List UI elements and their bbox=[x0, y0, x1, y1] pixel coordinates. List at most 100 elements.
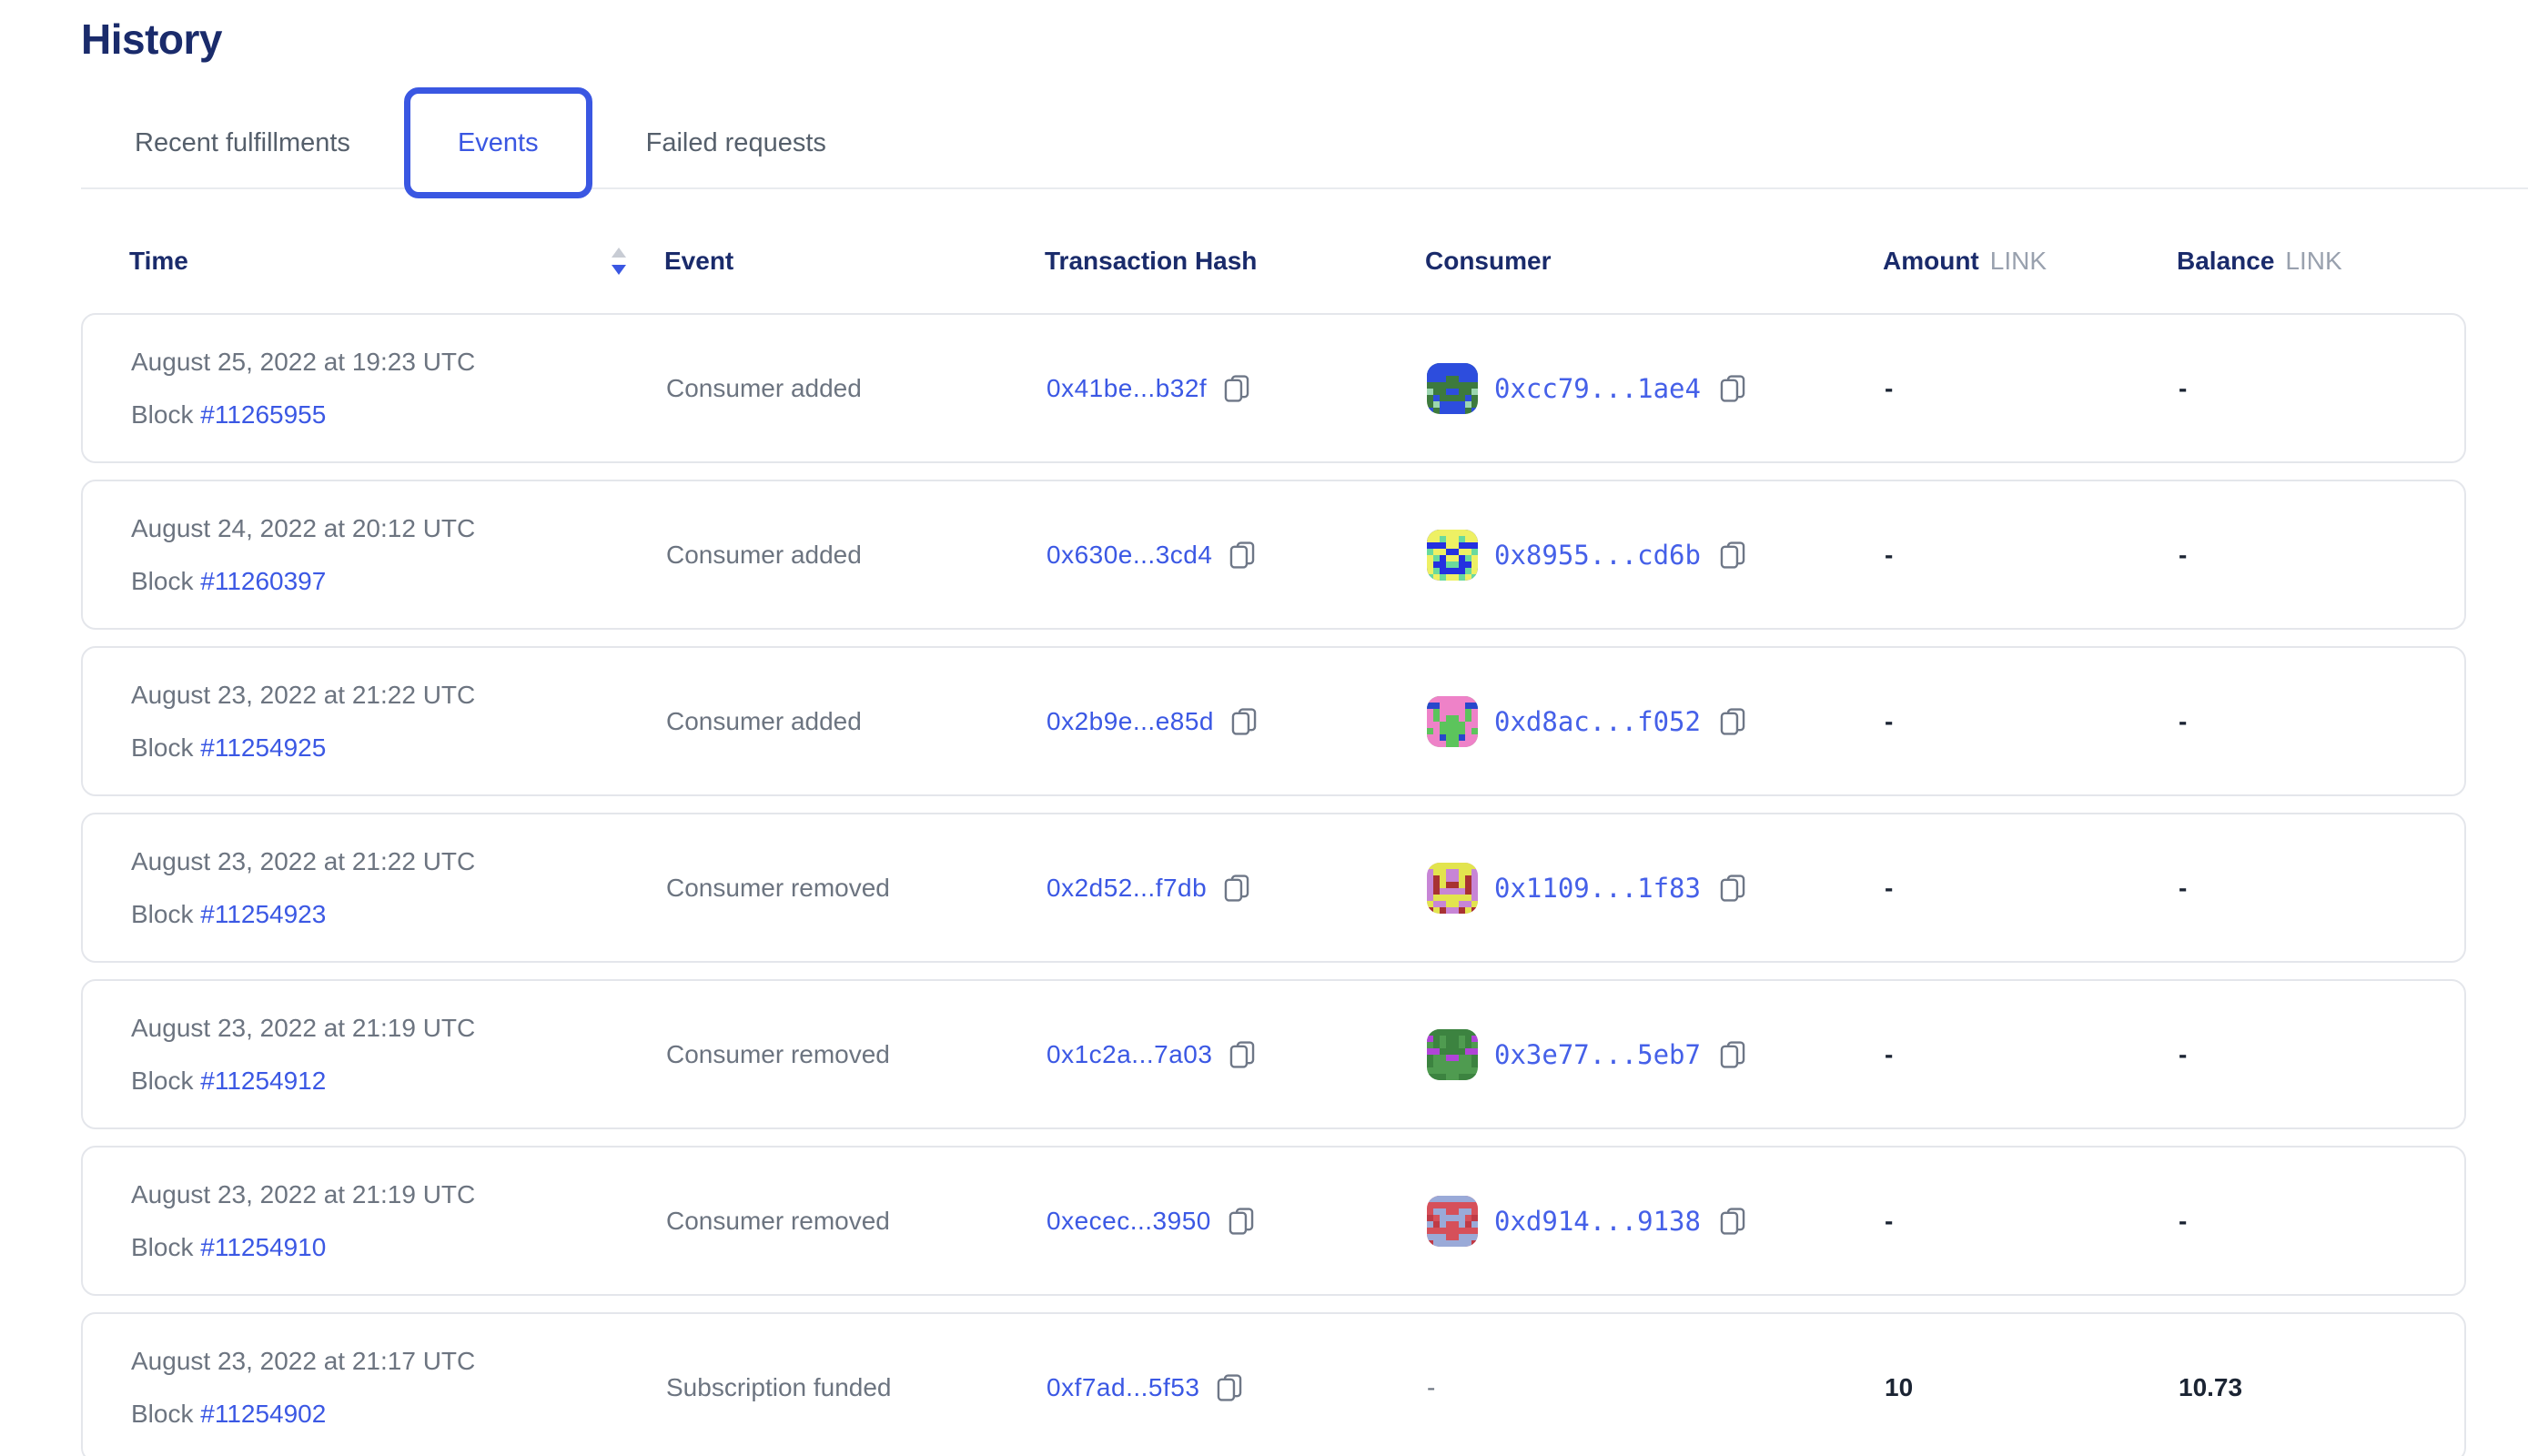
block-line: Block #11254910 bbox=[131, 1233, 666, 1262]
transaction-hash-cell: 0x41be...b32f bbox=[1047, 373, 1427, 404]
consumer-cell: - bbox=[1427, 1373, 1885, 1402]
copy-tx-hash-button[interactable] bbox=[1221, 873, 1252, 904]
time-cell: August 25, 2022 at 19:23 UTC Block #1126… bbox=[131, 348, 666, 430]
transaction-hash-cell: 0xf7ad...5f53 bbox=[1047, 1372, 1427, 1403]
event-date: August 23, 2022 at 21:19 UTC bbox=[131, 1013, 476, 1042]
consumer-identicon bbox=[1427, 695, 1478, 747]
block-number-link[interactable]: #11254912 bbox=[200, 1066, 327, 1095]
block-number-link[interactable]: #11265955 bbox=[200, 399, 327, 429]
event-date: August 23, 2022 at 21:17 UTC bbox=[131, 1346, 476, 1375]
transaction-hash-link[interactable]: 0xf7ad...5f53 bbox=[1047, 1372, 1200, 1401]
event-date: August 25, 2022 at 19:23 UTC bbox=[131, 347, 476, 376]
copy-icon bbox=[1720, 374, 1745, 402]
consumer-header-label: Consumer bbox=[1425, 247, 1552, 275]
column-header-consumer[interactable]: Consumer bbox=[1425, 247, 1883, 276]
copy-tx-hash-button[interactable] bbox=[1226, 1206, 1257, 1237]
column-header-balance[interactable]: Balance LINK bbox=[2177, 247, 2466, 276]
event-type-cell: Consumer added bbox=[666, 706, 862, 735]
copy-icon bbox=[1224, 874, 1249, 902]
copy-tx-hash-button[interactable] bbox=[1227, 540, 1258, 571]
transaction-hash-cell: 0x1c2a...7a03 bbox=[1047, 1039, 1427, 1070]
copy-consumer-address-button[interactable] bbox=[1717, 873, 1748, 904]
copy-tx-hash-button[interactable] bbox=[1227, 1039, 1258, 1070]
consumer-address-link[interactable]: 0x8955...cd6b bbox=[1494, 539, 1701, 571]
transaction-hash-link[interactable]: 0x1c2a...7a03 bbox=[1047, 1039, 1213, 1068]
copy-consumer-address-button[interactable] bbox=[1717, 540, 1748, 571]
transaction-hash-link[interactable]: 0x2d52...f7db bbox=[1047, 873, 1208, 902]
block-line: Block #11254923 bbox=[131, 900, 666, 929]
consumer-cell: 0x3e77...5eb7 bbox=[1427, 1028, 1885, 1080]
copy-consumer-address-button[interactable] bbox=[1717, 706, 1748, 737]
amount-cell: - bbox=[1885, 1206, 1894, 1235]
copy-consumer-address-button[interactable] bbox=[1717, 1039, 1748, 1070]
copy-icon bbox=[1230, 541, 1255, 569]
consumer-cell: 0xcc79...1ae4 bbox=[1427, 362, 1885, 414]
block-line: Block #11254912 bbox=[131, 1067, 666, 1096]
tab-recent-fulfillments[interactable]: Recent fulfillments bbox=[135, 127, 350, 157]
event-date: August 23, 2022 at 21:19 UTC bbox=[131, 1179, 476, 1208]
consumer-identicon bbox=[1427, 1195, 1478, 1247]
event-type-cell: Consumer removed bbox=[666, 1039, 890, 1068]
table-header: Time Event Transaction Hash Consumer Amo… bbox=[81, 246, 2466, 277]
column-header-amount[interactable]: Amount LINK bbox=[1883, 247, 2177, 276]
transaction-hash-cell: 0xecec...3950 bbox=[1047, 1206, 1427, 1237]
block-number-link[interactable]: #11254925 bbox=[200, 733, 327, 762]
consumer-address-link[interactable]: 0x1109...1f83 bbox=[1494, 872, 1701, 904]
event-type-cell: Consumer removed bbox=[666, 873, 890, 902]
balance-cell: 10.73 bbox=[2179, 1372, 2243, 1401]
block-line: Block #11265955 bbox=[131, 400, 666, 430]
balance-cell: - bbox=[2179, 373, 2188, 402]
tabs-divider bbox=[81, 187, 2528, 189]
block-number-link[interactable]: #11254902 bbox=[200, 1399, 327, 1428]
block-label: Block bbox=[131, 899, 194, 928]
copy-icon bbox=[1229, 1207, 1254, 1235]
block-number-link[interactable]: #11260397 bbox=[200, 566, 327, 595]
transaction-hash-cell: 0x2b9e...e85d bbox=[1047, 706, 1427, 737]
copy-tx-hash-button[interactable] bbox=[1214, 1372, 1245, 1403]
amount-cell: 10 bbox=[1885, 1372, 1914, 1401]
amount-cell: - bbox=[1885, 1039, 1894, 1068]
balance-cell: - bbox=[2179, 706, 2188, 735]
block-label: Block bbox=[131, 1232, 194, 1261]
amount-header-label: Amount bbox=[1883, 247, 1979, 275]
tx-header-label: Transaction Hash bbox=[1045, 247, 1258, 275]
tab-events[interactable]: Events bbox=[403, 87, 592, 198]
event-type-cell: Subscription funded bbox=[666, 1372, 892, 1401]
copy-icon bbox=[1224, 374, 1249, 402]
consumer-identicon bbox=[1427, 362, 1478, 414]
balance-header-label: Balance bbox=[2177, 247, 2275, 275]
sort-descending-icon[interactable] bbox=[610, 246, 628, 277]
copy-tx-hash-button[interactable] bbox=[1221, 373, 1252, 404]
consumer-address-link[interactable]: 0xd8ac...f052 bbox=[1494, 705, 1701, 737]
block-number-link[interactable]: #11254923 bbox=[200, 899, 327, 928]
table-row: August 23, 2022 at 21:22 UTC Block #1125… bbox=[81, 646, 2466, 796]
copy-tx-hash-button[interactable] bbox=[1229, 706, 1259, 737]
table-row: August 23, 2022 at 21:19 UTC Block #1125… bbox=[81, 1146, 2466, 1296]
transaction-hash-link[interactable]: 0x41be...b32f bbox=[1047, 373, 1208, 402]
table-row: August 23, 2022 at 21:19 UTC Block #1125… bbox=[81, 979, 2466, 1129]
time-cell: August 23, 2022 at 21:19 UTC Block #1125… bbox=[131, 1014, 666, 1096]
consumer-address-link[interactable]: 0x3e77...5eb7 bbox=[1494, 1038, 1701, 1070]
transaction-hash-link[interactable]: 0x630e...3cd4 bbox=[1047, 540, 1213, 569]
consumer-identicon bbox=[1427, 529, 1478, 581]
consumer-address-link[interactable]: 0xcc79...1ae4 bbox=[1494, 372, 1701, 404]
event-type-cell: Consumer added bbox=[666, 540, 862, 569]
block-label: Block bbox=[131, 1399, 194, 1428]
tab-failed-requests[interactable]: Failed requests bbox=[645, 127, 826, 157]
consumer-identicon bbox=[1427, 1028, 1478, 1080]
copy-consumer-address-button[interactable] bbox=[1717, 1206, 1748, 1237]
column-header-transaction-hash[interactable]: Transaction Hash bbox=[1045, 247, 1425, 276]
column-header-time[interactable]: Time bbox=[129, 246, 664, 277]
block-number-link[interactable]: #11254910 bbox=[200, 1232, 327, 1261]
column-header-event[interactable]: Event bbox=[664, 247, 1045, 276]
copy-icon bbox=[1720, 1207, 1745, 1235]
time-cell: August 23, 2022 at 21:22 UTC Block #1125… bbox=[131, 681, 666, 763]
consumer-cell: 0xd914...9138 bbox=[1427, 1195, 1885, 1247]
copy-icon bbox=[1230, 1040, 1255, 1068]
transaction-hash-link[interactable]: 0xecec...3950 bbox=[1047, 1206, 1211, 1235]
consumer-address-link[interactable]: 0xd914...9138 bbox=[1494, 1205, 1701, 1237]
time-cell: August 23, 2022 at 21:22 UTC Block #1125… bbox=[131, 847, 666, 929]
copy-consumer-address-button[interactable] bbox=[1717, 373, 1748, 404]
transaction-hash-link[interactable]: 0x2b9e...e85d bbox=[1047, 706, 1214, 735]
transaction-hash-cell: 0x2d52...f7db bbox=[1047, 873, 1427, 904]
